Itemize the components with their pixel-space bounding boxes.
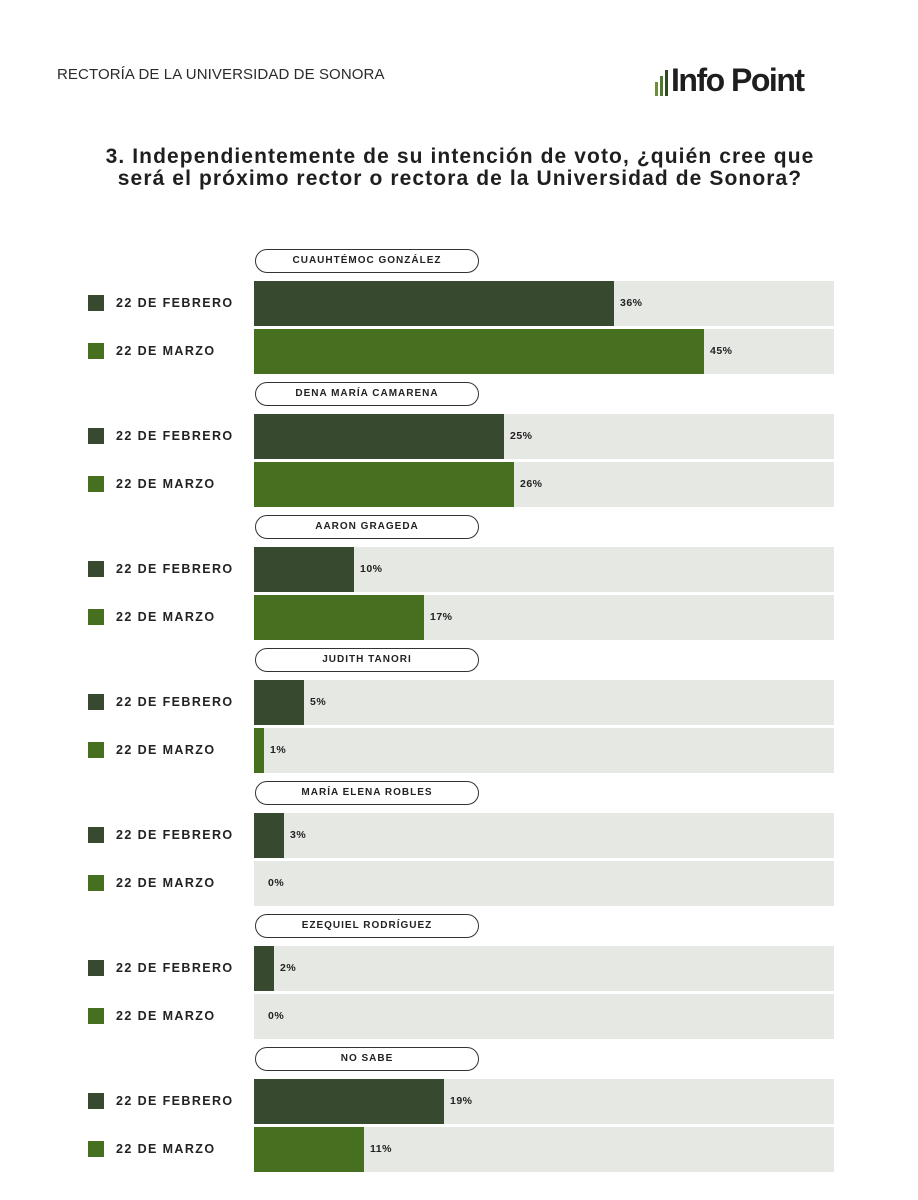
info-point-logo: Info Point xyxy=(655,56,805,98)
series-name: 22 DE FEBRERO xyxy=(116,1094,234,1108)
series-name: 22 DE FEBRERO xyxy=(116,695,234,709)
data-label: 17% xyxy=(430,611,453,623)
series-swatch xyxy=(88,609,104,625)
series-name: 22 DE MARZO xyxy=(116,610,216,624)
data-label: 10% xyxy=(360,563,383,575)
bar-track: 10% xyxy=(254,547,834,592)
series-name: 22 DE FEBRERO xyxy=(116,961,234,975)
series-swatch xyxy=(88,476,104,492)
bar xyxy=(254,547,354,592)
data-label: 3% xyxy=(290,829,307,841)
series-row-label: 22 DE FEBRERO xyxy=(88,1091,234,1111)
series-swatch xyxy=(88,875,104,891)
series-swatch xyxy=(88,428,104,444)
bar xyxy=(254,462,514,507)
candidate-label: NO SABE xyxy=(255,1047,479,1071)
bar xyxy=(254,680,304,725)
candidate-label: EZEQUIEL RODRÍGUEZ xyxy=(255,914,479,938)
series-row-label: 22 DE MARZO xyxy=(88,341,215,361)
series-swatch xyxy=(88,742,104,758)
data-label: 0% xyxy=(268,877,285,889)
data-label: 19% xyxy=(450,1095,473,1107)
bar-track: 0% xyxy=(254,994,834,1039)
bar-track: 2% xyxy=(254,946,834,991)
series-name: 22 DE MARZO xyxy=(116,743,216,757)
data-label: 2% xyxy=(280,962,297,974)
bar-track: 5% xyxy=(254,680,834,725)
source-label: RECTORÍA DE LA UNIVERSIDAD DE SONORA xyxy=(57,66,385,83)
data-label: 45% xyxy=(710,345,733,357)
series-row-label: 22 DE MARZO xyxy=(88,740,215,760)
data-label: 0% xyxy=(268,1010,285,1022)
candidate-label: MARÍA ELENA ROBLES xyxy=(255,781,479,805)
series-name: 22 DE MARZO xyxy=(116,876,216,890)
bar-track: 17% xyxy=(254,595,834,640)
candidate-label: AARON GRAGEDA xyxy=(255,515,479,539)
bar xyxy=(254,813,284,858)
series-row-label: 22 DE MARZO xyxy=(88,1139,215,1159)
series-swatch xyxy=(88,1008,104,1024)
series-swatch xyxy=(88,343,104,359)
candidate-label: DENA MARÍA CAMARENA xyxy=(255,382,479,406)
bar xyxy=(254,1079,444,1124)
data-label: 5% xyxy=(310,696,327,708)
bar xyxy=(254,946,274,991)
bar xyxy=(254,595,424,640)
series-name: 22 DE MARZO xyxy=(116,344,216,358)
series-row-label: 22 DE FEBRERO xyxy=(88,426,234,446)
series-name: 22 DE MARZO xyxy=(116,1142,216,1156)
series-swatch xyxy=(88,694,104,710)
series-swatch xyxy=(88,827,104,843)
bar-track: 1% xyxy=(254,728,834,773)
series-row-label: 22 DE MARZO xyxy=(88,607,215,627)
bar xyxy=(254,281,614,326)
series-row-label: 22 DE MARZO xyxy=(88,474,215,494)
series-name: 22 DE MARZO xyxy=(116,1009,216,1023)
bar xyxy=(254,728,264,773)
series-row-label: 22 DE MARZO xyxy=(88,873,215,893)
data-label: 36% xyxy=(620,297,643,309)
series-row-label: 22 DE FEBRERO xyxy=(88,559,234,579)
data-label: 11% xyxy=(370,1143,392,1155)
series-row-label: 22 DE FEBRERO xyxy=(88,958,234,978)
bar xyxy=(254,329,704,374)
series-swatch xyxy=(88,1141,104,1157)
bar-track: 36% xyxy=(254,281,834,326)
data-label: 25% xyxy=(510,430,533,442)
bar-track: 3% xyxy=(254,813,834,858)
bar xyxy=(254,1127,364,1172)
series-swatch xyxy=(88,561,104,577)
bar-track: 0% xyxy=(254,861,834,906)
bar-track: 11% xyxy=(254,1127,834,1172)
series-row-label: 22 DE FEBRERO xyxy=(88,825,234,845)
series-swatch xyxy=(88,1093,104,1109)
bar xyxy=(254,414,504,459)
data-label: 26% xyxy=(520,478,543,490)
series-row-label: 22 DE FEBRERO xyxy=(88,692,234,712)
chart-title: 3. Independientemente de su intención de… xyxy=(105,145,815,190)
bar-track: 26% xyxy=(254,462,834,507)
series-row-label: 22 DE FEBRERO xyxy=(88,293,234,313)
series-swatch xyxy=(88,960,104,976)
bar-track: 19% xyxy=(254,1079,834,1124)
bar-chart-icon xyxy=(655,70,668,96)
series-name: 22 DE FEBRERO xyxy=(116,562,234,576)
logo-text: Info Point xyxy=(671,62,805,98)
series-row-label: 22 DE MARZO xyxy=(88,1006,215,1026)
bar-track: 45% xyxy=(254,329,834,374)
data-label: 1% xyxy=(270,744,287,756)
bar-track: 25% xyxy=(254,414,834,459)
series-swatch xyxy=(88,295,104,311)
series-name: 22 DE FEBRERO xyxy=(116,828,234,842)
series-name: 22 DE FEBRERO xyxy=(116,296,234,310)
candidate-label: CUAUHTÉMOC GONZÁLEZ xyxy=(255,249,479,273)
series-name: 22 DE FEBRERO xyxy=(116,429,234,443)
series-name: 22 DE MARZO xyxy=(116,477,216,491)
candidate-label: JUDITH TANORI xyxy=(255,648,479,672)
